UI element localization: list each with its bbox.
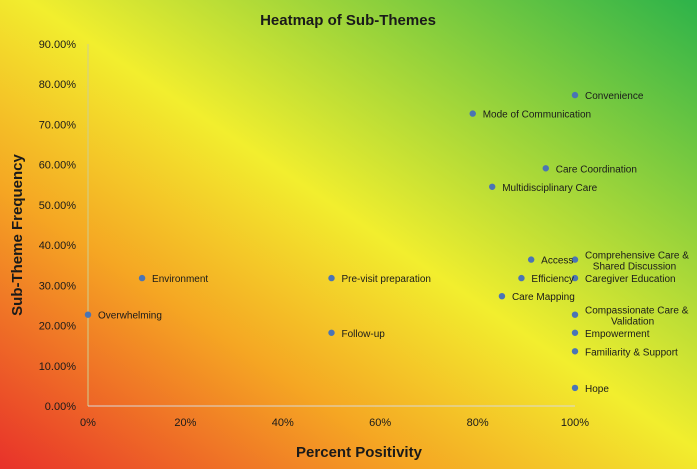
y-tick-label: 10.00% — [39, 361, 77, 373]
y-tick-labels: 0.00% 10.00% 20.00% 30.00% 40.00% 50.00% 60.00… — [39, 39, 77, 413]
data-point-label: Follow-up — [342, 329, 386, 340]
x-tick-label: 60% — [369, 417, 391, 429]
data-point-label: Mode of Communication — [483, 110, 591, 121]
data-point-label: Care Mapping — [512, 292, 575, 303]
x-tick-label: 0% — [80, 417, 96, 429]
data-point — [542, 165, 549, 172]
data-point-label: Caregiver Education — [585, 274, 676, 285]
data-point — [489, 183, 496, 190]
data-point — [469, 110, 476, 117]
data-point — [571, 274, 579, 282]
data-point-label: Overwhelming — [98, 311, 162, 322]
data-point-label: Familiarity & Support — [585, 347, 678, 358]
data-point-label: Comprehensive Care & Shared Discussion — [585, 251, 689, 273]
x-tick-label: 20% — [174, 417, 196, 429]
data-point-labels: Overwhelming Environment Pre-visit prepara… — [98, 91, 689, 395]
data-point — [498, 292, 506, 300]
x-tick-labels: 0% 20% 40% 60% 80% 100% — [80, 417, 589, 429]
data-point — [571, 256, 579, 263]
data-point — [571, 91, 579, 99]
chart-title: Heatmap of Sub-Themes — [260, 12, 436, 29]
data-point-label: Empowerment — [585, 329, 650, 340]
x-tick-label: 40% — [272, 417, 294, 429]
data-point — [571, 384, 579, 392]
data-point-label: Hope — [585, 384, 609, 395]
label-line: Comprehensive Care & — [585, 251, 689, 262]
data-point-label: Multidisciplinary Care — [502, 183, 597, 194]
y-tick-label: 90.00% — [39, 39, 77, 51]
data-point — [571, 311, 579, 318]
data-point-label: Efficiency — [531, 274, 574, 285]
y-tick-label: 40.00% — [39, 240, 77, 252]
y-axis-title: Sub-Theme Frequency — [9, 153, 26, 315]
x-axis-title: Percent Positivity — [296, 444, 423, 461]
data-point-label: Care Coordination — [556, 164, 637, 175]
y-tick-label: 20.00% — [39, 321, 77, 333]
data-point-label: Convenience — [585, 91, 644, 102]
y-tick-label: 60.00% — [39, 160, 77, 172]
label-line: Validation — [611, 317, 654, 328]
y-tick-label: 70.00% — [39, 119, 77, 131]
data-point — [571, 348, 579, 355]
y-tick-label: 0.00% — [45, 401, 76, 413]
data-point — [328, 274, 335, 282]
data-point — [571, 329, 579, 336]
label-line: Compassionate Care & — [585, 306, 689, 317]
data-point — [527, 256, 535, 263]
x-tick-label: 80% — [467, 417, 489, 429]
y-tick-label: 30.00% — [39, 280, 77, 292]
label-line: Shared Discussion — [593, 262, 676, 273]
data-point — [138, 274, 146, 282]
data-point — [518, 274, 525, 282]
y-tick-label: 80.00% — [39, 79, 77, 91]
data-point-label: Access — [541, 256, 573, 267]
y-tick-label: 50.00% — [39, 200, 77, 212]
data-points — [84, 91, 579, 392]
data-point — [84, 311, 92, 318]
data-point-label: Pre-visit preparation — [342, 274, 431, 285]
data-point — [328, 329, 335, 336]
x-tick-label: 100% — [561, 417, 589, 429]
data-point-label: Compassionate Care & Validation — [585, 306, 689, 328]
data-point-label: Environment — [152, 274, 208, 285]
